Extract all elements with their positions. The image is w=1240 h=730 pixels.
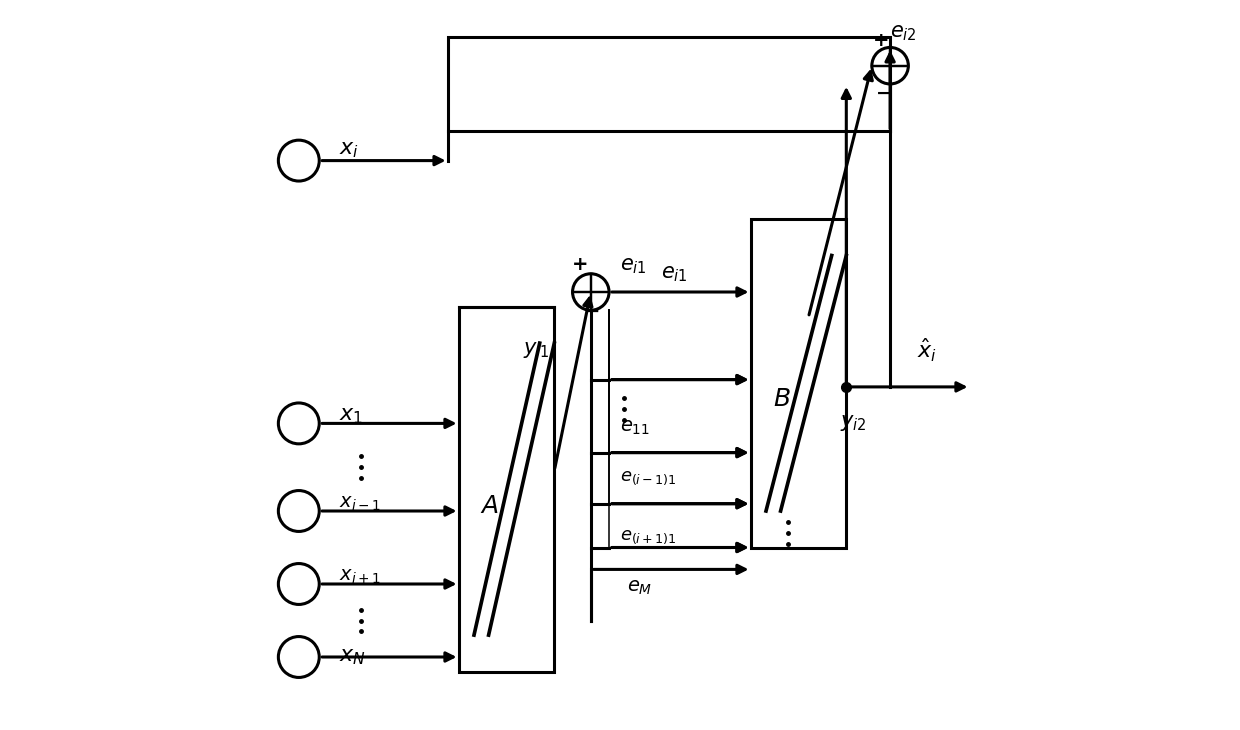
Text: $y_{i1}$: $y_{i1}$ <box>522 340 549 361</box>
Bar <box>751 219 847 548</box>
Text: −: − <box>877 84 893 103</box>
Text: $x_{i+1}$: $x_{i+1}$ <box>339 567 381 586</box>
Text: $e_{11}$: $e_{11}$ <box>620 418 650 437</box>
Text: $e_{(i+1)1}$: $e_{(i+1)1}$ <box>620 528 677 545</box>
Text: $e_{(i-1)1}$: $e_{(i-1)1}$ <box>620 469 677 487</box>
Text: $x_N$: $x_N$ <box>339 647 366 667</box>
Text: $x_{i-1}$: $x_{i-1}$ <box>339 494 381 513</box>
Text: −: − <box>584 301 600 320</box>
Bar <box>459 307 554 672</box>
Bar <box>449 36 890 131</box>
Text: $e_{i1}$: $e_{i1}$ <box>620 256 647 277</box>
Text: $e_M$: $e_M$ <box>627 578 652 597</box>
Text: $A_i$: $A_i$ <box>480 494 505 520</box>
Text: +: + <box>873 31 889 50</box>
Text: +: + <box>572 255 588 274</box>
Text: $x_1$: $x_1$ <box>339 406 363 426</box>
Text: $\hat{x}_i$: $\hat{x}_i$ <box>916 337 936 364</box>
Text: $x_i$: $x_i$ <box>339 139 358 160</box>
Text: $B_i$: $B_i$ <box>773 387 796 412</box>
Text: $e_{i2}$: $e_{i2}$ <box>890 23 916 43</box>
Text: $y_{i2}$: $y_{i2}$ <box>841 413 867 434</box>
Text: $e_{i1}$: $e_{i1}$ <box>661 264 688 284</box>
